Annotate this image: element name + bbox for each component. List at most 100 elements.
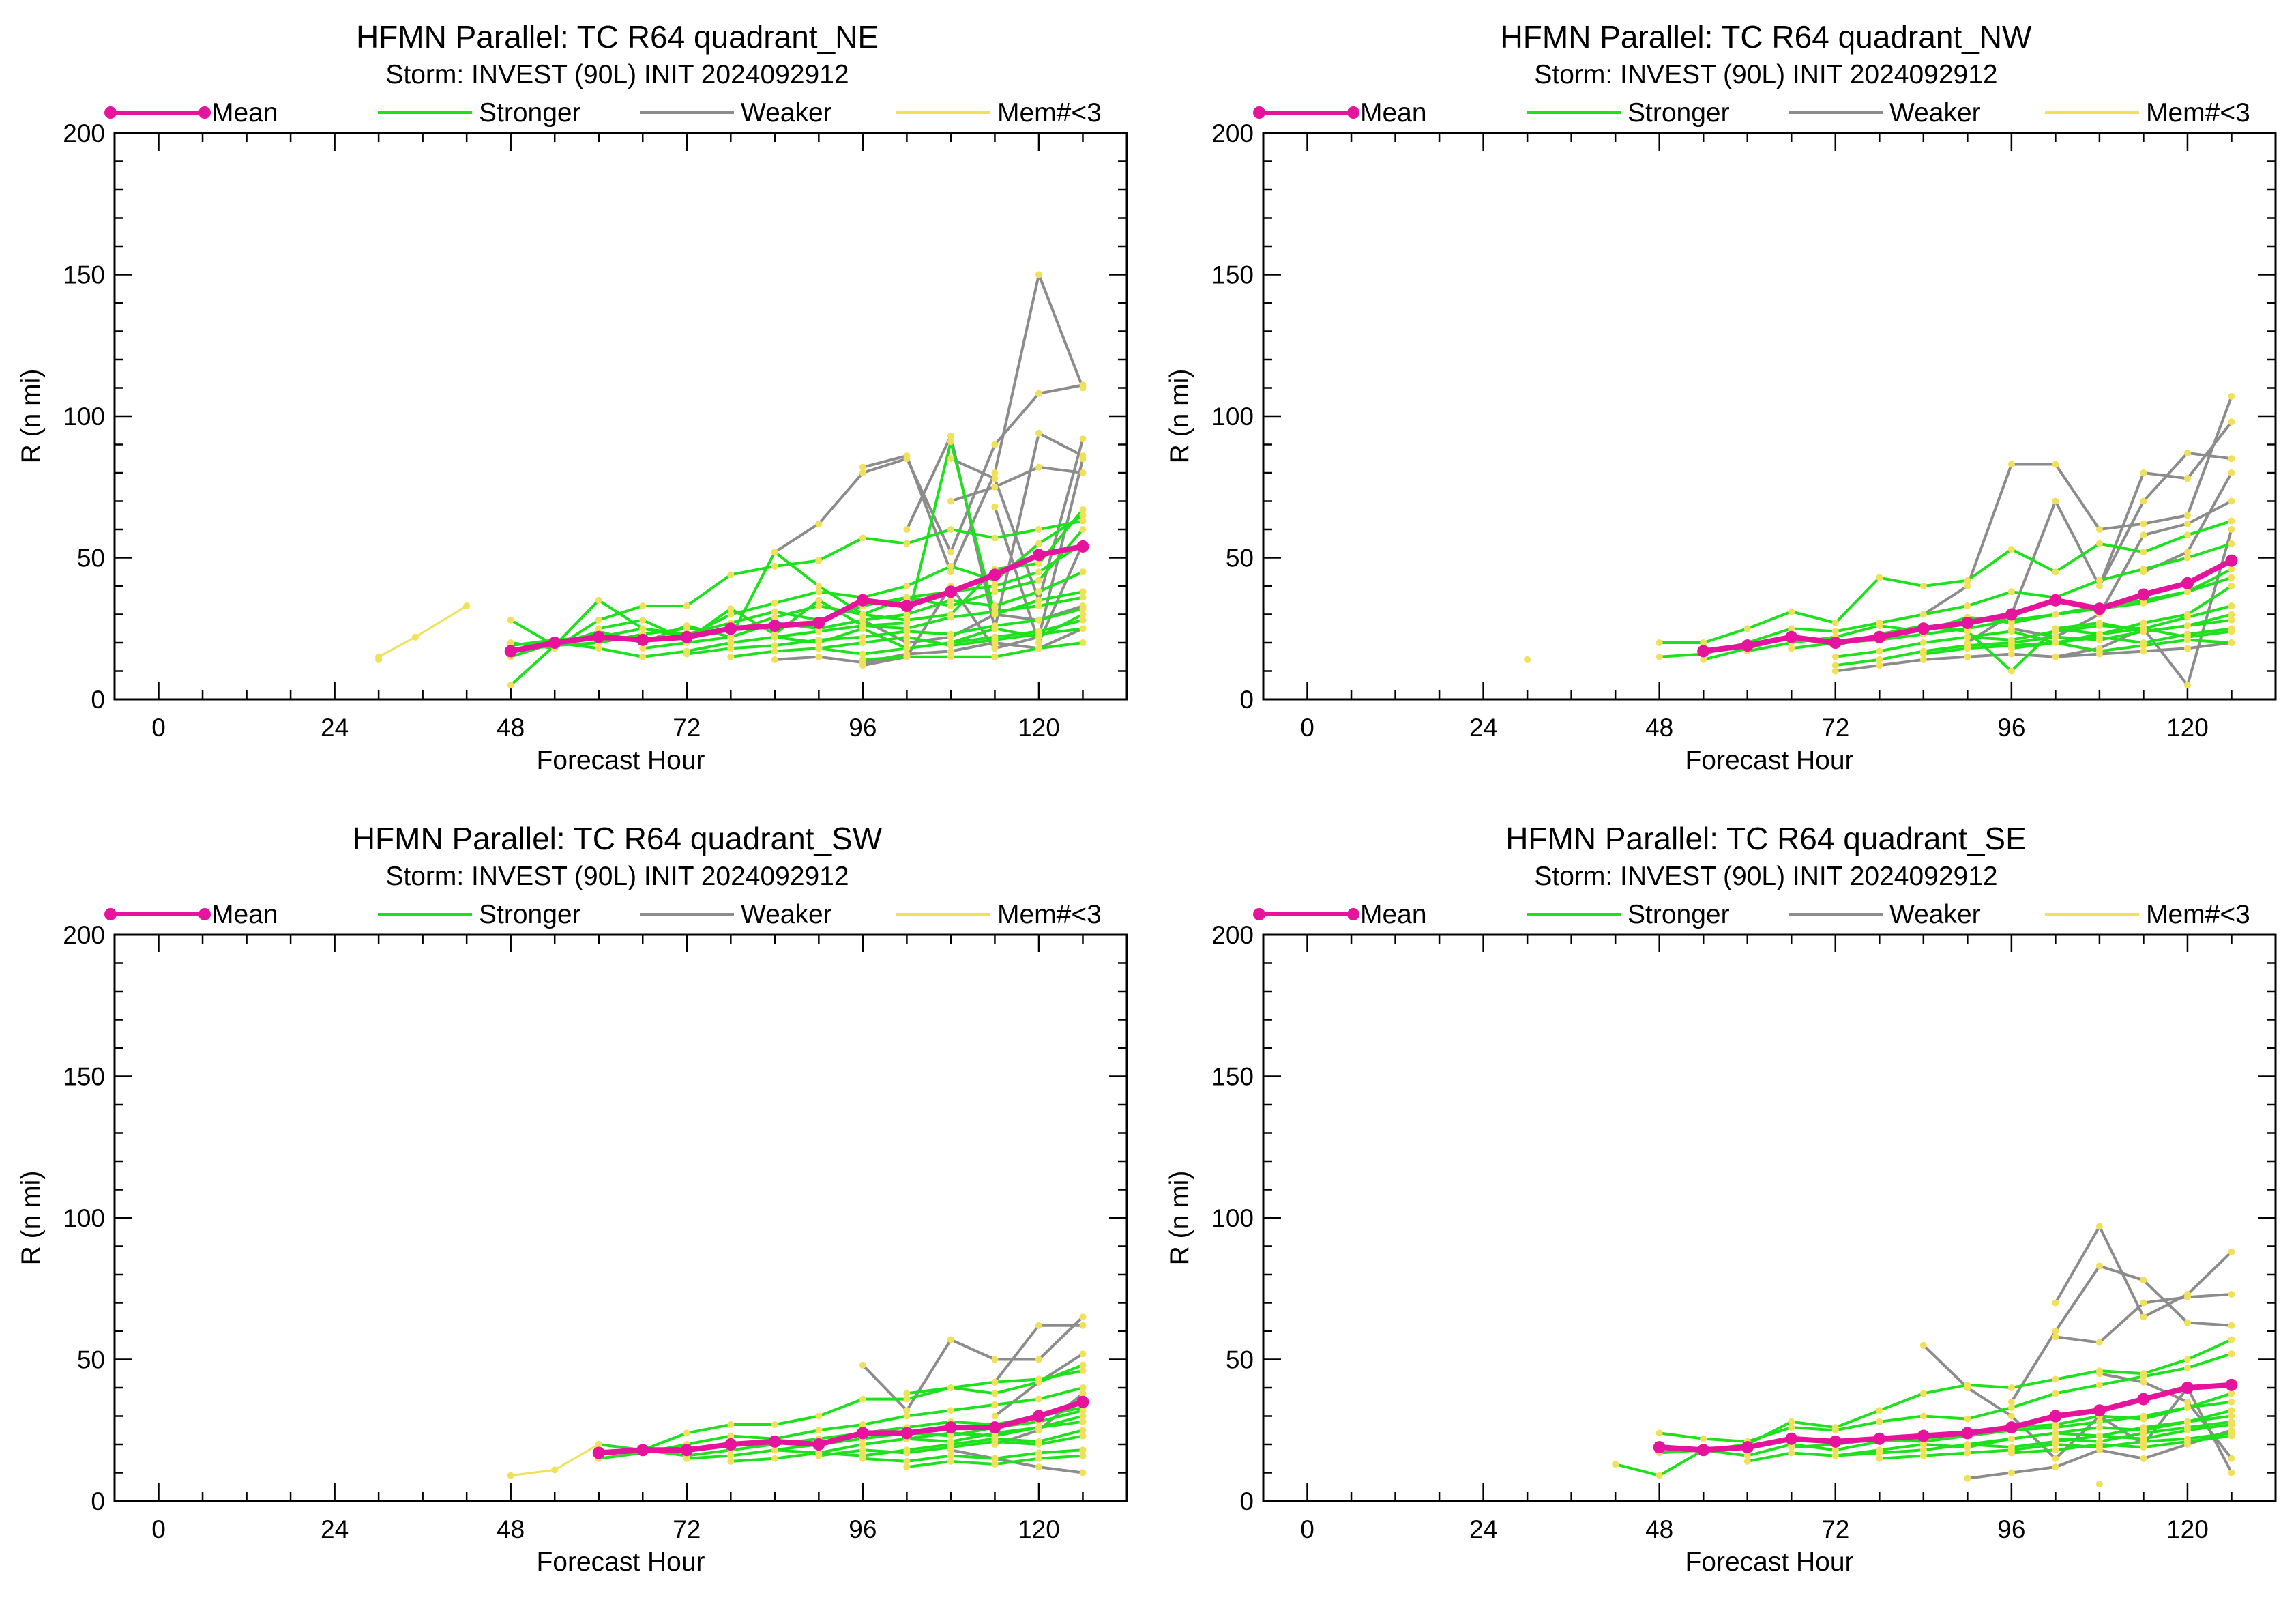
weaker-member-point <box>2140 469 2147 476</box>
legend-marker-end <box>198 908 211 920</box>
legend-label-weaker: Weaker <box>1889 98 1981 128</box>
weaker-member-point <box>991 1412 999 1420</box>
weaker-member-point <box>2228 1248 2235 1255</box>
weaker-member-point <box>2228 1455 2235 1462</box>
stronger-member-point <box>2095 1432 2103 1440</box>
stronger-member-point <box>991 1401 999 1408</box>
chart-title: HFMN Parallel: TC R64 quadrant_SW <box>353 821 883 856</box>
stronger-member-point <box>1655 639 1663 646</box>
plot-data <box>1524 392 2238 689</box>
weaker-member-point <box>2228 497 2235 505</box>
stronger-member-point <box>683 650 690 658</box>
stronger-member-point <box>727 571 735 579</box>
stronger-member-point <box>947 630 954 638</box>
stronger-member-point <box>815 1427 823 1434</box>
plot-data <box>375 271 1089 689</box>
mean-point <box>1829 1435 1842 1448</box>
y-tick-label: 100 <box>63 403 105 431</box>
weaker-member-point <box>2007 1398 2015 1406</box>
stronger-member-point <box>1079 526 1087 533</box>
stronger-member-point <box>1919 583 1927 589</box>
mean-point <box>812 616 825 629</box>
weaker-member-point <box>2052 497 2059 505</box>
weaker-member-point <box>1035 1322 1042 1329</box>
mem-lt3-point <box>2095 1481 2103 1488</box>
mean-point <box>2181 577 2194 589</box>
stronger-member-point <box>1655 1429 1663 1437</box>
stronger-member-point <box>639 625 647 632</box>
stronger-member-point <box>2228 574 2235 581</box>
stronger-member-point <box>771 613 778 621</box>
x-tick-label: 0 <box>151 1515 166 1543</box>
stronger-member-point <box>507 616 514 624</box>
stronger-member-point <box>2007 1384 2015 1391</box>
y-tick-label: 0 <box>91 1487 105 1515</box>
stronger-member-line <box>862 1414 1083 1446</box>
stronger-member-point <box>2052 611 2059 618</box>
weaker-member-point <box>2140 531 2147 539</box>
stronger-member-point <box>2052 1435 2059 1442</box>
weaker-member-point <box>2140 497 2147 505</box>
stronger-member-point <box>1079 594 1087 601</box>
x-tick-label: 96 <box>1997 1515 2025 1543</box>
stronger-member-point <box>2052 633 2059 641</box>
chart-panel-2: HFMN Parallel: TC R64 quadrant_NW Storm: … <box>1165 19 2277 775</box>
stronger-member-point <box>1079 1452 1087 1459</box>
weaker-member-point <box>2140 1299 2147 1307</box>
weaker-member-point <box>2140 1455 2147 1462</box>
legend-marker-start <box>104 908 117 920</box>
stronger-member-point <box>727 1457 735 1465</box>
mean-point <box>2225 1378 2238 1391</box>
stronger-member-point <box>903 616 911 624</box>
mean-point <box>636 633 649 646</box>
weaker-member-point <box>2095 1223 2103 1230</box>
y-tick-label: 0 <box>1239 1487 1254 1515</box>
stronger-member-point <box>1035 1424 1042 1431</box>
stronger-member-point <box>903 645 911 652</box>
x-axis-label: Forecast Hour <box>1685 746 1853 775</box>
stronger-member-point <box>859 622 866 630</box>
mean-point <box>2137 588 2150 601</box>
stronger-member-point <box>903 653 911 660</box>
stronger-member-point <box>2052 1429 2059 1437</box>
mean-point <box>2093 1404 2106 1417</box>
mem-lt3-point <box>411 633 419 641</box>
stronger-member-line <box>1659 542 2233 658</box>
weaker-member-point <box>1035 429 1042 437</box>
weaker-member-point <box>991 475 999 482</box>
stronger-member-point <box>771 1446 778 1454</box>
stronger-member-point <box>991 1438 999 1445</box>
stronger-member-point <box>1035 1441 1042 1448</box>
weaker-member-point <box>947 568 954 576</box>
stronger-member-point <box>2140 599 2147 607</box>
stronger-member-point <box>2140 1429 2147 1437</box>
stronger-member-line <box>1835 1423 2232 1457</box>
weaker-member-point <box>1079 384 1087 392</box>
stronger-member-point <box>639 653 647 660</box>
weaker-member-point <box>947 1336 954 1343</box>
stronger-member-point <box>2183 1356 2191 1363</box>
weaker-member-point <box>2052 1328 2059 1335</box>
mean-point <box>1032 1410 1045 1423</box>
stronger-member-point <box>595 625 602 632</box>
y-tick-label: 200 <box>63 119 105 147</box>
stronger-member-point <box>815 583 823 589</box>
stronger-member-point <box>507 682 514 689</box>
weaker-member-point <box>947 497 954 505</box>
stronger-member-point <box>2052 1441 2059 1448</box>
stronger-member-point <box>2183 636 2191 643</box>
plot-frame <box>113 933 1128 1502</box>
weaker-member-point <box>2228 418 2235 426</box>
stronger-member-point <box>1831 619 1839 626</box>
mean-point <box>1785 630 1798 643</box>
stronger-member-point <box>991 583 999 589</box>
stronger-member-point <box>2140 1444 2147 1451</box>
stronger-member-point <box>991 1378 999 1386</box>
mean-point <box>944 585 957 598</box>
mean-point <box>1032 549 1045 562</box>
stronger-member-point <box>2052 1446 2059 1454</box>
stronger-member-point <box>1035 596 1042 604</box>
mean-point <box>2181 1382 2194 1394</box>
stronger-member-point <box>1788 625 1795 632</box>
mean-point <box>900 600 913 613</box>
